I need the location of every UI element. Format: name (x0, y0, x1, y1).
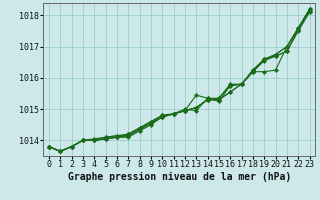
X-axis label: Graphe pression niveau de la mer (hPa): Graphe pression niveau de la mer (hPa) (68, 172, 291, 182)
